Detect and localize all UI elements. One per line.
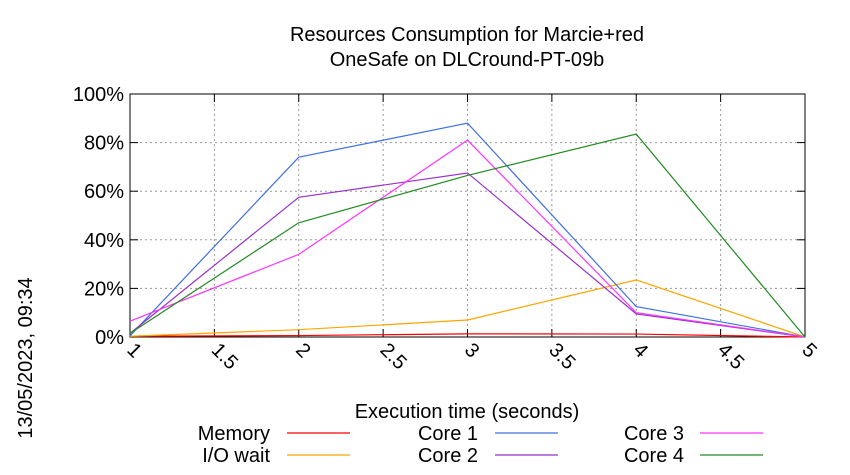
- series-line-core-2: [129, 172, 806, 338]
- x-tick-label: 1.5: [207, 339, 242, 374]
- y-tick-label: 60%: [84, 181, 124, 203]
- y-tick-label: 40%: [84, 230, 124, 252]
- timestamp-label: 13/05/2023, 09:34: [15, 277, 37, 438]
- y-tick-label: 100%: [73, 84, 124, 106]
- series-line-core-3: [129, 139, 806, 338]
- x-tick-label: 1: [122, 339, 145, 362]
- y-tick-label: 80%: [84, 133, 124, 155]
- chart-title-line1: Resources Consumption for Marcie+red: [290, 24, 644, 46]
- y-tick-label: 20%: [84, 278, 124, 300]
- series-line-core-1: [129, 122, 806, 338]
- series-line-i-o-wait: [129, 279, 806, 338]
- legend-label-memory: Memory: [198, 423, 270, 445]
- x-tick-label: 3: [460, 339, 483, 362]
- y-tick-label: 0%: [95, 327, 124, 349]
- x-tick-label: 2.5: [376, 339, 411, 374]
- legend-label-core-4: Core 4: [624, 445, 684, 467]
- y-axis: 0% 20% 40% 60% 80% 100%: [73, 84, 805, 349]
- series-line-core-4: [129, 133, 806, 338]
- x-tick-label: 3.5: [544, 339, 579, 374]
- legend-label-i-o-wait: I/O wait: [202, 445, 270, 467]
- x-tick-label: 4: [629, 339, 652, 362]
- x-axis-label: Execution time (seconds): [355, 401, 580, 423]
- x-tick-label: 2: [291, 339, 314, 362]
- series-line-memory: [129, 333, 806, 338]
- x-tick-label: 4.5: [713, 339, 748, 374]
- series-lines: [129, 122, 806, 338]
- legend-label-core-2: Core 2: [418, 445, 478, 467]
- chart-title-line2: OneSafe on DLCround-PT-09b: [330, 49, 605, 71]
- x-tick-label: 5: [797, 339, 820, 362]
- legend-label-core-1: Core 1: [418, 423, 478, 445]
- legend-label-core-3: Core 3: [624, 423, 684, 445]
